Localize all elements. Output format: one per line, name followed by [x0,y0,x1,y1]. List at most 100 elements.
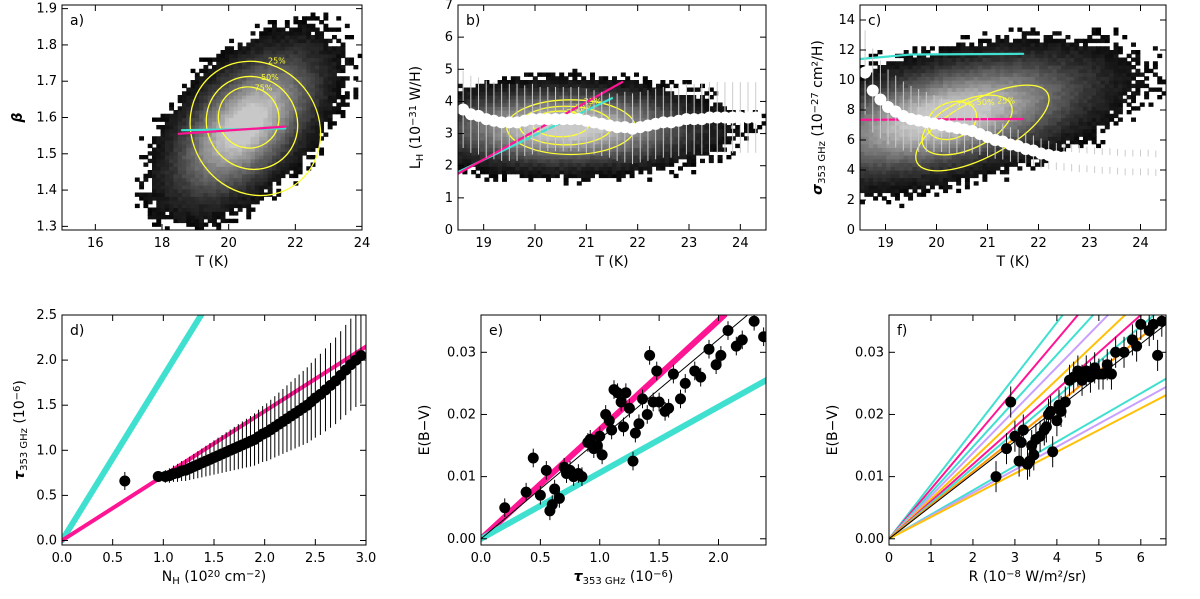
heatmap-cell [285,133,290,137]
heatmap-cell [255,163,260,167]
heatmap-cell [952,144,957,148]
heatmap-cell [255,159,260,163]
heatmap-cell [233,84,238,88]
heatmap-cell [255,140,260,144]
heatmap-cell [199,219,204,223]
heatmap-cell [285,50,290,54]
heatmap-cell [311,43,316,47]
heatmap-cell [212,136,217,140]
heatmap-cell [489,136,494,140]
heatmap-cell [233,58,238,62]
heatmap-cell [996,73,1001,77]
heatmap-cell [319,84,324,88]
heatmap-cell [1026,84,1031,88]
data-point [750,112,761,123]
heatmap-cell [319,106,324,110]
heatmap-cell [208,118,213,122]
heatmap-cell [306,54,311,58]
heatmap-cell [665,163,670,167]
heatmap-cell [289,136,294,140]
heatmap-cell [1026,54,1031,58]
heatmap-cell [634,144,639,148]
heatmap-cell [524,174,529,178]
heatmap-cell [934,159,939,163]
heatmap-cell [511,159,516,163]
heatmap-cell [480,103,485,107]
heatmap-cell [1026,110,1031,114]
heatmap-cell [311,39,316,43]
x-tick-label: 22 [287,236,304,251]
heatmap-cell [229,50,234,54]
heatmap-cell [242,88,247,92]
heatmap-cell [965,170,970,174]
heatmap-cell [212,88,217,92]
heatmap-cell [489,110,494,114]
heatmap-cell [161,163,166,167]
heatmap-cell [328,118,333,122]
heatmap-cell [533,84,538,88]
heatmap-cell [882,155,887,159]
heatmap-cell [233,110,238,114]
heatmap-cell [212,193,217,197]
heatmap-cell [656,99,661,103]
heatmap-cell [912,95,917,99]
heatmap-cell [178,151,183,155]
heatmap-cell [757,125,762,129]
heatmap-cell [268,185,273,189]
heatmap-cell [930,185,935,189]
heatmap-cell [603,95,608,99]
heatmap-cell [276,35,281,39]
heatmap-cell [182,219,187,223]
heatmap-cell [886,151,891,155]
heatmap-cell [458,129,463,133]
heatmap-cell [891,148,896,152]
heatmap-cell [328,114,333,118]
heatmap-cell [590,163,595,167]
heatmap-cell [242,200,247,204]
heatmap-cell [978,121,983,125]
heatmap-cell [216,215,221,219]
heatmap-cell [152,136,157,140]
heatmap-cell [704,148,709,152]
heatmap-cell [515,133,520,137]
heatmap-cell [1013,76,1018,80]
heatmap-cell [203,65,208,69]
heatmap-cell [869,163,874,167]
heatmap-cell [208,215,213,219]
heatmap-cell [328,125,333,129]
heatmap-cell [528,174,533,178]
heatmap-cell [272,155,277,159]
heatmap-cell [704,91,709,95]
heatmap-cell [1048,136,1053,140]
heatmap-cell [315,125,320,129]
heatmap-cell [195,178,200,182]
heatmap-cell [860,155,865,159]
heatmap-cell [603,155,608,159]
heatmap-cell [489,95,494,99]
heatmap-cell [152,174,157,178]
heatmap-cell [229,99,234,103]
heatmap-cell [687,136,692,140]
heatmap-cell [696,103,701,107]
heatmap-cell [1000,69,1005,73]
heatmap-cell [511,133,516,137]
heatmap-cell [621,166,626,170]
heatmap-cell [643,144,648,148]
heatmap-cell [891,76,896,80]
heatmap-cell [182,99,187,103]
heatmap-cell [1004,35,1009,39]
heatmap-cell [873,80,878,84]
heatmap-cell [656,166,661,170]
heatmap-cell [298,31,303,35]
heatmap-cell [947,178,952,182]
heatmap-cell [564,125,569,129]
heatmap-cell [926,76,931,80]
heatmap-cell [899,204,904,208]
heatmap-cell [319,88,324,92]
heatmap-cell [546,159,551,163]
heatmap-cell [251,46,256,50]
heatmap-cell [1044,136,1049,140]
heatmap-cell [1026,118,1031,122]
heatmap-cell [978,58,983,62]
